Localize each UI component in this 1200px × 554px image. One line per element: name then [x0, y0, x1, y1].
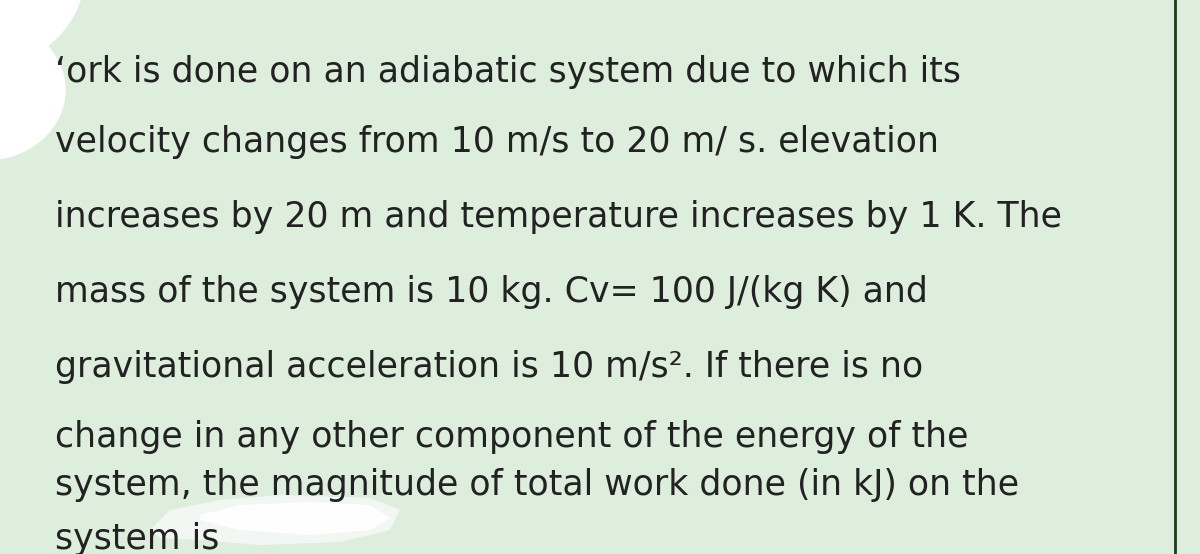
Text: system, the magnitude of total work done (in kJ) on the: system, the magnitude of total work done…	[55, 468, 1019, 502]
Text: ʻork is done on an adiabatic system due to which its: ʻork is done on an adiabatic system due …	[55, 55, 961, 89]
Text: gravitational acceleration is 10 m/s². If there is no: gravitational acceleration is 10 m/s². I…	[55, 350, 923, 384]
Circle shape	[0, 0, 85, 65]
Polygon shape	[150, 495, 400, 545]
Polygon shape	[200, 502, 390, 535]
Text: mass of the system is 10 kg. Cv= 100 J/(kg K) and: mass of the system is 10 kg. Cv= 100 J/(…	[55, 275, 928, 309]
Text: velocity changes from 10 m/s to 20 m/ s. elevation: velocity changes from 10 m/s to 20 m/ s.…	[55, 125, 940, 159]
Text: increases by 20 m and temperature increases by 1 K. The: increases by 20 m and temperature increa…	[55, 200, 1062, 234]
Text: system is: system is	[55, 522, 220, 554]
Ellipse shape	[0, 20, 65, 160]
Text: change in any other component of the energy of the: change in any other component of the ene…	[55, 420, 968, 454]
